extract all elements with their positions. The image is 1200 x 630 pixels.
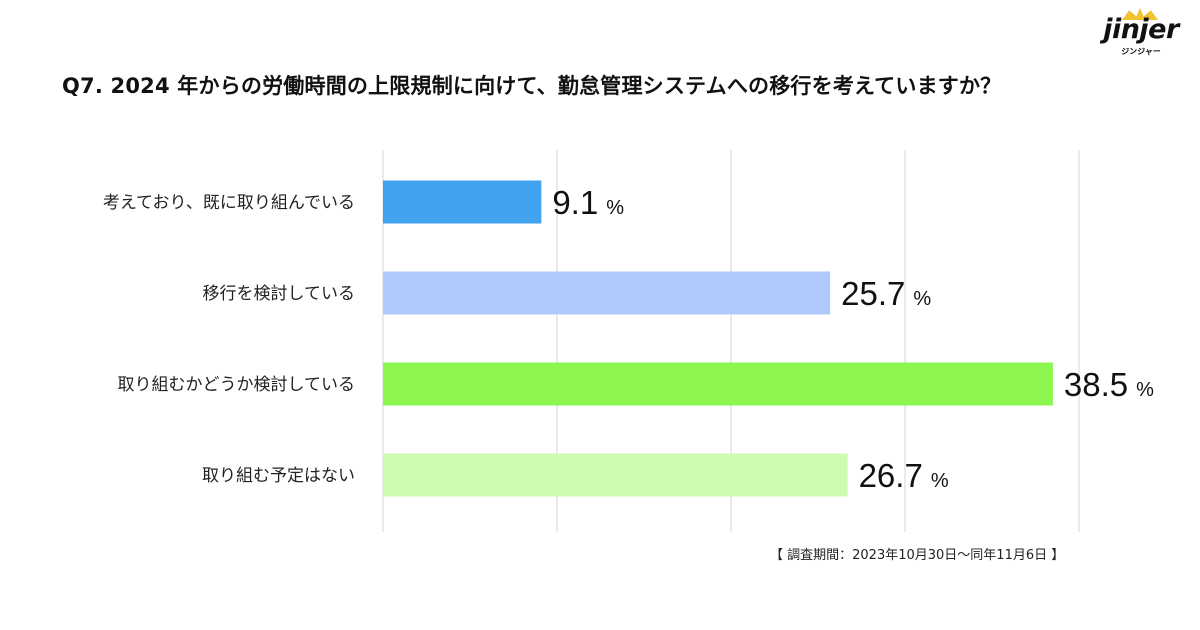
bar-1 bbox=[383, 180, 542, 224]
value-unit-1: % bbox=[606, 197, 624, 219]
survey-period-note: 【 調査期間：2023年10月30日～同年11月6日 】 bbox=[770, 548, 1065, 563]
value-labels: 9.1 % 25.7 % 38.5 % 26.7% bbox=[552, 184, 1154, 494]
bars bbox=[383, 180, 1053, 497]
logo-subtext: ジンジャー bbox=[1121, 47, 1161, 56]
category-label-1: 考えており、既に取り組んでいる bbox=[103, 193, 355, 213]
bar-4 bbox=[383, 453, 848, 497]
bar-3 bbox=[383, 362, 1053, 406]
value-unit-4: % bbox=[931, 470, 949, 492]
value-label-2: 25.7% bbox=[841, 275, 931, 312]
value-label-3: 38.5% bbox=[1064, 366, 1154, 403]
jinjer-logo: jinjer ジンジャー bbox=[1096, 8, 1186, 58]
category-label-2: 移行を検討している bbox=[203, 284, 356, 304]
value-label-4: 26.7% bbox=[859, 457, 949, 494]
logo-wordmark: jinjer bbox=[1103, 14, 1179, 45]
chart-title: Q7. 2024 年からの労働時間の上限規制に向けて、勤怠管理システムへの移行を… bbox=[62, 74, 1002, 98]
value-unit-2: % bbox=[913, 288, 931, 310]
category-labels: 考えており、既に取り組んでいる移行を検討している取り組むかどうか検討している取り… bbox=[103, 193, 355, 486]
value-unit-3: % bbox=[1136, 379, 1154, 401]
category-label-3: 取り組むかどうか検討している bbox=[118, 375, 356, 395]
value-label-1: 9.1% bbox=[552, 184, 624, 221]
category-label-4: 取り組む予定はない bbox=[202, 466, 355, 486]
bar-2 bbox=[383, 271, 831, 315]
